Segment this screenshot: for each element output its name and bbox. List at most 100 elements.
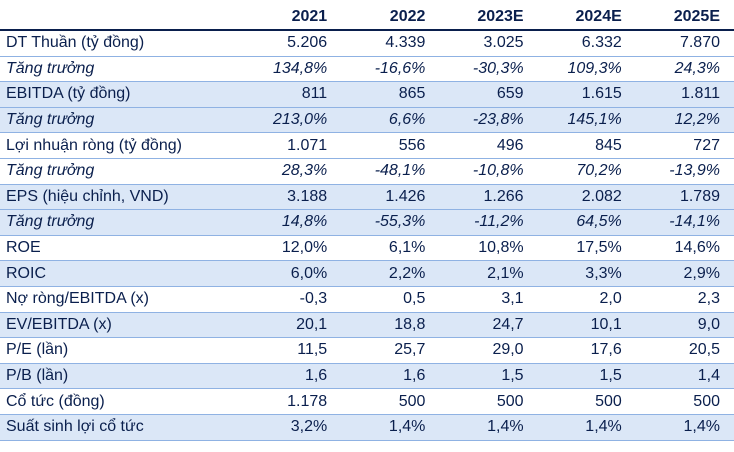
- table-cell: 2,3: [635, 286, 734, 313]
- table-body: DT Thuần (tỷ đồng) 5.206 4.339 3.025 6.332 7.…: [0, 30, 734, 441]
- row-label: ROIC: [0, 260, 244, 287]
- table-cell: 1.178: [243, 388, 342, 415]
- table-cell: -11,2%: [439, 209, 538, 236]
- table-row: EV/EBITDA (x) 20,1 18,8 24,7 10,1 9,0: [0, 312, 734, 339]
- table-cell: 500: [439, 388, 538, 415]
- table-cell: -16,6%: [341, 56, 440, 83]
- table-cell: 2.082: [537, 184, 636, 211]
- table-cell: 14,6%: [635, 235, 734, 262]
- table-cell: 500: [537, 388, 636, 415]
- table-cell: 12,2%: [635, 107, 734, 134]
- row-label: Tăng trưởng: [0, 107, 244, 134]
- table-cell: 6.332: [537, 30, 636, 57]
- table-row: Cổ tức (đồng) 1.178 500 500 500 500: [0, 388, 734, 415]
- table-cell: 1,4%: [635, 414, 734, 441]
- table-cell: 1.789: [635, 184, 734, 211]
- row-label: Lợi nhuận ròng (tỷ đồng): [0, 132, 244, 159]
- header-row: 2021 2022 2023E 2024E 2025E: [0, 4, 734, 31]
- table-cell: 7.870: [635, 30, 734, 57]
- table-row: Suất sinh lợi cổ tức 3,2% 1,4% 1,4% 1,4% 1,4%: [0, 414, 734, 441]
- table-cell: 20,1: [243, 312, 342, 339]
- table-cell: -48,1%: [341, 158, 440, 185]
- table-cell: -0,3: [243, 286, 342, 313]
- table-cell: 17,6: [537, 337, 636, 364]
- table-row: Tăng trưởng 213,0% 6,6% -23,8% 145,1% 12,2%: [0, 107, 734, 134]
- table-cell: 1,6: [341, 363, 440, 390]
- table-cell: 64,5%: [537, 209, 636, 236]
- table-cell: 4.339: [341, 30, 440, 57]
- row-label: Cổ tức (đồng): [0, 388, 244, 415]
- row-label: Tăng trưởng: [0, 158, 244, 185]
- table-cell: 0,5: [341, 286, 440, 313]
- table-cell: 6,0%: [243, 260, 342, 287]
- table-cell: -10,8%: [439, 158, 538, 185]
- table-cell: 10,1: [537, 312, 636, 339]
- table-cell: -55,3%: [341, 209, 440, 236]
- table-cell: 3,3%: [537, 260, 636, 287]
- table-cell: 10,8%: [439, 235, 538, 262]
- table-cell: 845: [537, 132, 636, 159]
- table-row: ROE 12,0% 6,1% 10,8% 17,5% 14,6%: [0, 235, 734, 262]
- header-cell-2022: 2022: [341, 4, 440, 31]
- table-cell: 25,7: [341, 337, 440, 364]
- table-cell: 1,4%: [537, 414, 636, 441]
- row-label: Tăng trưởng: [0, 56, 244, 83]
- table-cell: 29,0: [439, 337, 538, 364]
- table-cell: 3.188: [243, 184, 342, 211]
- financial-table-container: 2021 2022 2023E 2024E 2025E DT Thuần (tỷ…: [0, 4, 734, 441]
- table-cell: 6,6%: [341, 107, 440, 134]
- table-cell: 3,2%: [243, 414, 342, 441]
- table-cell: 1.071: [243, 132, 342, 159]
- table-row: Lợi nhuận ròng (tỷ đồng) 1.071 556 496 845 72…: [0, 132, 734, 159]
- table-cell: 134,8%: [243, 56, 342, 83]
- table-cell: 11,5: [243, 337, 342, 364]
- table-cell: 6,1%: [341, 235, 440, 262]
- table-cell: 727: [635, 132, 734, 159]
- table-cell: 1.811: [635, 81, 734, 108]
- header-cell-label: [0, 4, 244, 31]
- table-cell: 109,3%: [537, 56, 636, 83]
- row-label: Tăng trưởng: [0, 209, 244, 236]
- table-cell: 5.206: [243, 30, 342, 57]
- table-cell: 2,9%: [635, 260, 734, 287]
- table-row: P/B (lần) 1,6 1,6 1,5 1,5 1,4: [0, 363, 734, 390]
- table-row: EPS (hiệu chỉnh, VND) 3.188 1.426 1.266 2.08…: [0, 184, 734, 211]
- financial-forecast-table: 2021 2022 2023E 2024E 2025E DT Thuần (tỷ…: [0, 4, 734, 441]
- table-cell: 18,8: [341, 312, 440, 339]
- row-label: EV/EBITDA (x): [0, 312, 244, 339]
- table-cell: 12,0%: [243, 235, 342, 262]
- table-cell: 28,3%: [243, 158, 342, 185]
- table-row: P/E (lần) 11,5 25,7 29,0 17,6 20,5: [0, 337, 734, 364]
- table-cell: 9,0: [635, 312, 734, 339]
- row-label: P/E (lần): [0, 337, 244, 364]
- table-row: DT Thuần (tỷ đồng) 5.206 4.339 3.025 6.332 7.…: [0, 30, 734, 57]
- table-cell: 500: [635, 388, 734, 415]
- table-cell: 811: [243, 81, 342, 108]
- table-cell: 1,6: [243, 363, 342, 390]
- table-cell: 213,0%: [243, 107, 342, 134]
- table-cell: 3,1: [439, 286, 538, 313]
- table-cell: 3.025: [439, 30, 538, 57]
- table-cell: 1,4: [635, 363, 734, 390]
- table-row: Nợ ròng/EBITDA (x) -0,3 0,5 3,1 2,0 2,3: [0, 286, 734, 313]
- table-cell: -23,8%: [439, 107, 538, 134]
- table-cell: 145,1%: [537, 107, 636, 134]
- table-cell: -14,1%: [635, 209, 734, 236]
- table-cell: 24,3%: [635, 56, 734, 83]
- table-cell: 70,2%: [537, 158, 636, 185]
- table-cell: 865: [341, 81, 440, 108]
- table-row: Tăng trưởng 14,8% -55,3% -11,2% 64,5% -14,1%: [0, 209, 734, 236]
- table-cell: 2,2%: [341, 260, 440, 287]
- row-label: DT Thuần (tỷ đồng): [0, 30, 244, 57]
- row-label: ROE: [0, 235, 244, 262]
- table-cell: 1.426: [341, 184, 440, 211]
- table-cell: 1.266: [439, 184, 538, 211]
- row-label: EPS (hiệu chỉnh, VND): [0, 184, 244, 211]
- table-row: ROIC 6,0% 2,2% 2,1% 3,3% 2,9%: [0, 260, 734, 287]
- table-cell: -30,3%: [439, 56, 538, 83]
- table-cell: 17,5%: [537, 235, 636, 262]
- table-row: EBITDA (tỷ đồng) 811 865 659 1.615 1.811: [0, 81, 734, 108]
- row-label: EBITDA (tỷ đồng): [0, 81, 244, 108]
- table-cell: 1,4%: [439, 414, 538, 441]
- table-cell: 1.615: [537, 81, 636, 108]
